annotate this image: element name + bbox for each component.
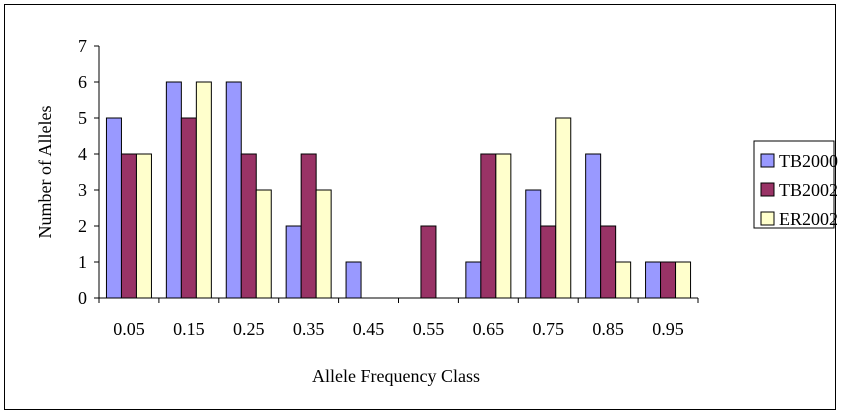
x-tick-label: 0.65 xyxy=(473,319,505,339)
bar-TB2002-0.75 xyxy=(540,225,557,299)
legend: TB2000 TB2002 ER2002 xyxy=(753,140,838,229)
x-tick-label: 0.55 xyxy=(413,319,445,339)
bar-TB2000-0.85 xyxy=(585,153,602,299)
y-tick-label: 1 xyxy=(78,252,87,272)
bar-ER2002-0.85 xyxy=(615,261,632,299)
bar-TB2000-0.95 xyxy=(645,261,662,299)
bar-TB2000-0.45 xyxy=(345,261,362,299)
bar-TB2002-0.65 xyxy=(480,153,497,299)
legend-label-TB2000: TB2000 xyxy=(779,151,838,171)
bar-ER2002-0.25 xyxy=(255,189,272,299)
x-axis: 0.05 0.15 0.25 0.35 0.45 0.55 0.65 0.75 0.85 0.95 xyxy=(98,297,699,339)
x-tick-label: 0.85 xyxy=(592,319,624,339)
bar-TB2000-0.15 xyxy=(165,81,182,299)
bar-ER2002-0.75 xyxy=(555,117,572,299)
x-axis-label: Allele Frequency Class xyxy=(312,366,480,386)
x-tick-label: 0.35 xyxy=(293,319,325,339)
bar-TB2002-0.95 xyxy=(660,261,677,299)
bar-ER2002-0.15 xyxy=(195,81,212,299)
bar-TB2000-0.35 xyxy=(285,225,302,299)
bar-ER2002-0.95 xyxy=(675,261,692,299)
bar-TB2002-0.35 xyxy=(300,153,317,299)
y-tick-label: 3 xyxy=(78,180,87,200)
legend-label-TB2002: TB2002 xyxy=(779,180,838,200)
x-tick-label: 0.25 xyxy=(233,319,265,339)
y-tick-label: 7 xyxy=(78,36,87,56)
y-tick-label: 0 xyxy=(78,288,87,308)
x-tick-label: 0.75 xyxy=(533,319,565,339)
y-axis: 0 1 2 3 4 5 6 7 xyxy=(78,36,100,308)
y-tick-label: 5 xyxy=(78,108,87,128)
bar-TB2002-0.55 xyxy=(420,225,437,299)
bar-TB2002-0.25 xyxy=(240,153,257,299)
bar-ER2002-0.65 xyxy=(495,153,512,299)
bar-TB2002-0.85 xyxy=(600,225,617,299)
bar-TB2000-0.65 xyxy=(465,261,482,299)
bar-TB2000-0.75 xyxy=(525,189,542,299)
legend-swatch-TB2002 xyxy=(760,182,775,197)
bar-ER2002-0.05 xyxy=(135,153,152,299)
legend-label-ER2002: ER2002 xyxy=(779,209,838,229)
bar-TB2002-0.15 xyxy=(180,117,197,299)
plot-area xyxy=(105,81,692,299)
y-tick-label: 6 xyxy=(78,72,87,92)
bar-TB2000-0.05 xyxy=(105,117,122,299)
y-tick-label: 4 xyxy=(78,144,87,164)
x-tick-label: 0.05 xyxy=(113,319,145,339)
x-tick-label: 0.15 xyxy=(173,319,205,339)
y-axis-label: Number of Alleles xyxy=(35,106,55,239)
legend-swatch-ER2002 xyxy=(760,211,775,226)
bar-ER2002-0.35 xyxy=(315,189,332,299)
y-tick-label: 2 xyxy=(78,216,87,236)
bar-TB2002-0.05 xyxy=(120,153,137,299)
legend-swatch-TB2000 xyxy=(760,153,775,168)
bar-TB2000-0.25 xyxy=(225,81,242,299)
x-tick-label: 0.95 xyxy=(652,319,684,339)
x-tick-label: 0.45 xyxy=(353,319,385,339)
